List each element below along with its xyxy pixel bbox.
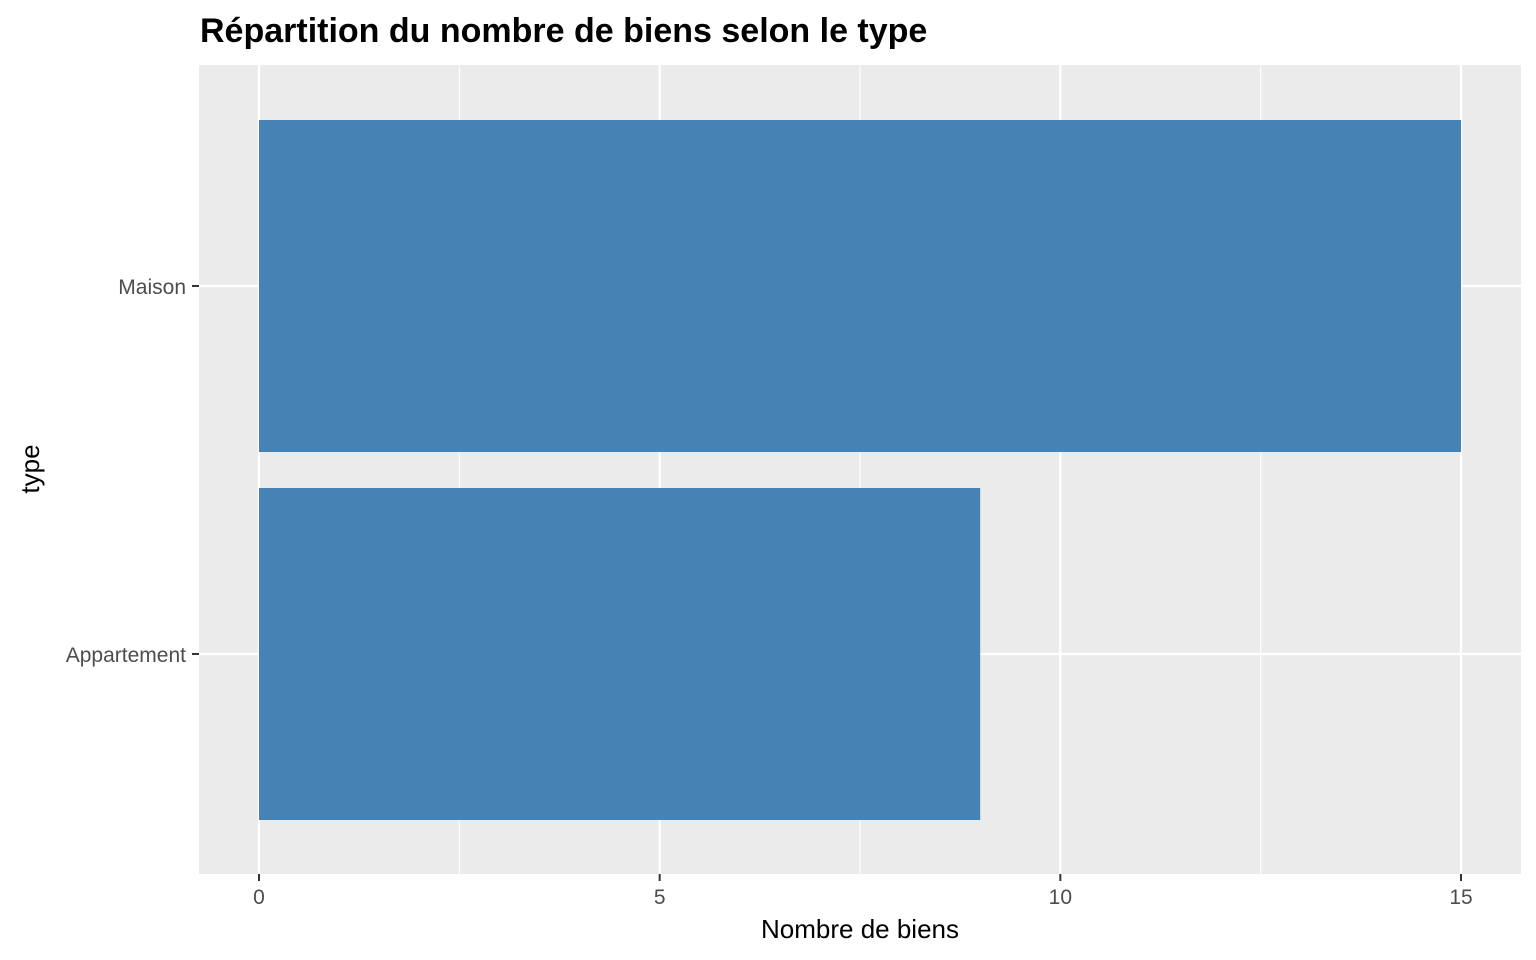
x-axis: 0 5 10 15 — [253, 874, 1473, 909]
x-axis-title: Nombre de biens — [761, 914, 959, 944]
x-tick-label: 15 — [1449, 886, 1472, 909]
y-tick-label-maison: Maison — [118, 276, 186, 299]
bar-maison — [259, 120, 1461, 452]
bars — [259, 120, 1461, 820]
x-tick-label: 5 — [654, 886, 666, 909]
y-axis-title: type — [15, 444, 45, 493]
bar-appartement — [259, 488, 981, 820]
x-tick-label: 0 — [253, 886, 265, 909]
chart-title: Répartition du nombre de biens selon le … — [200, 12, 927, 50]
y-tick-label-appartement: Appartement — [66, 644, 186, 667]
y-axis: Maison Appartement — [66, 276, 199, 667]
x-tick-label: 10 — [1049, 886, 1072, 909]
